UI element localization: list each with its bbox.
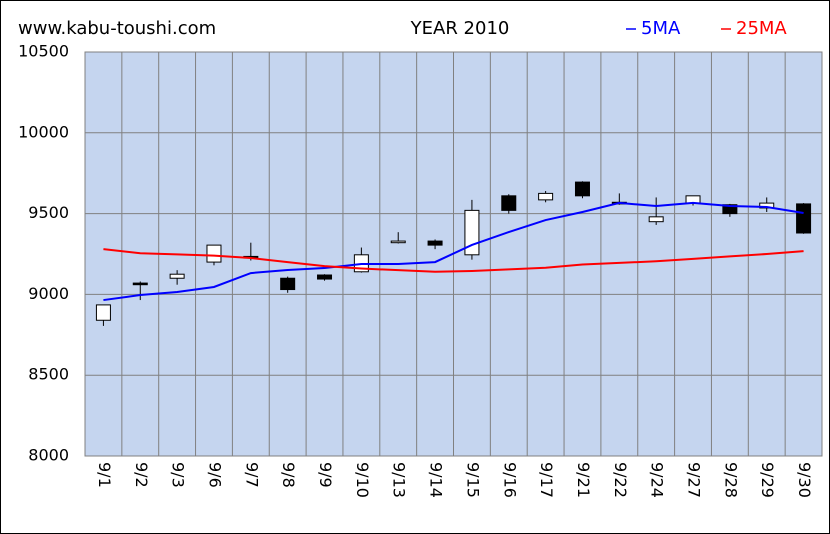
x-tick-label: 9/17 [537,462,556,498]
site-name: www.kabu-toushi.com [18,18,216,39]
legend-label: 25MA [736,18,787,39]
candle-body [95,304,111,321]
x-tick-label: 9/29 [758,462,777,498]
chart-title: YEAR 2010 [410,18,510,39]
y-tick-label: 8000 [28,446,69,465]
y-tick-label: 10500 [18,42,69,61]
x-tick-label: 9/30 [795,462,814,498]
x-tick-label: 9/6 [205,462,224,488]
x-tick-label: 9/24 [648,462,667,498]
ma-line [103,248,804,273]
x-tick-label: 9/3 [169,462,188,488]
x-tick-label: 9/10 [353,462,372,498]
y-tick-label: 10000 [18,122,69,141]
candle-body [796,203,812,234]
candle-body [317,274,333,280]
legend-label: 5MA [641,18,681,39]
x-tick-label: 9/1 [95,462,114,488]
candle-body [538,192,554,201]
x-tick-label: 9/22 [611,462,630,498]
ma-line [103,201,804,302]
candle-body [169,273,185,279]
x-tick-label: 9/2 [132,462,151,488]
x-tick-label: 9/14 [427,462,446,498]
x-tick-label: 9/7 [242,462,261,488]
x-tick-label: 9/13 [390,462,409,498]
candle-body [390,240,406,244]
candle-body [648,216,664,223]
x-tick-label: 9/28 [721,462,740,498]
x-tick-label: 9/21 [574,462,593,498]
x-tick-label: 9/16 [500,462,519,498]
candle-body [206,244,222,263]
x-tick-label: 9/8 [279,462,298,488]
y-tick-label: 9500 [28,203,69,222]
candle-body [501,195,517,211]
y-tick-label: 9000 [28,284,69,303]
x-tick-label: 9/9 [316,462,335,488]
x-tick-label: 9/15 [463,462,482,498]
candle-body [574,181,590,197]
candle-body [280,277,296,291]
y-tick-label: 8500 [28,365,69,384]
candle-body [427,240,443,246]
candle-body [132,282,148,286]
x-tick-label: 9/27 [685,462,704,498]
candle-body [722,204,738,215]
